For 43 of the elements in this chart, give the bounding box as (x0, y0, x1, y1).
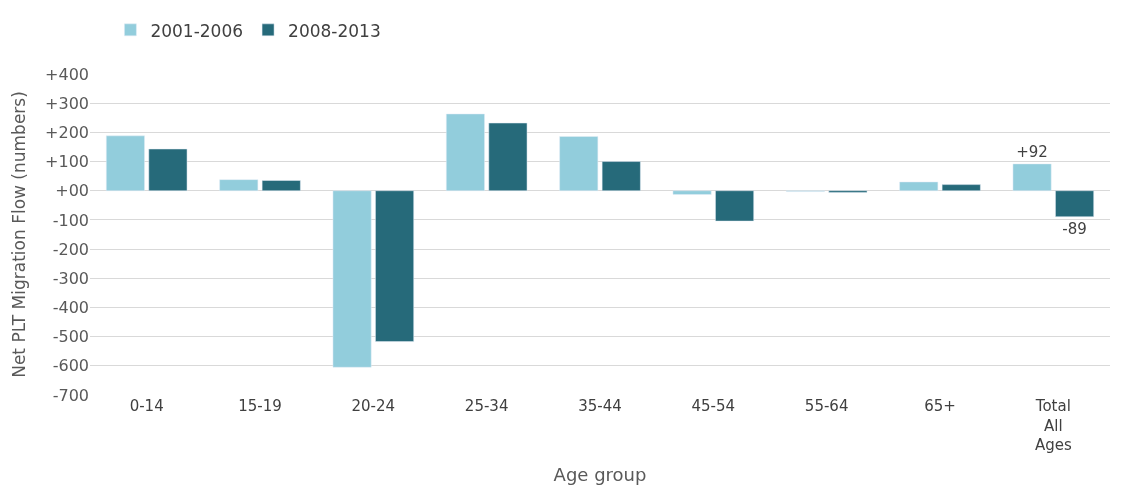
y-tick-label: +00 (55, 181, 89, 201)
bar (672, 190, 712, 195)
x-tick-label: 55-64 (804, 397, 849, 415)
bar (446, 113, 485, 191)
bar (148, 148, 188, 191)
x-tick-label: 35-44 (578, 397, 622, 415)
bar (715, 190, 754, 222)
y-tick-label: -100 (52, 210, 89, 230)
x-axis-title: Age group (553, 464, 647, 486)
x-tick-label: Total All Ages (1034, 397, 1072, 454)
x-tick-label: 20-24 (351, 397, 396, 415)
y-tick-label: -500 (52, 327, 89, 347)
bar (375, 190, 414, 342)
y-tick-label: -400 (52, 298, 89, 318)
y-tick-label: +400 (45, 64, 89, 84)
bar (899, 181, 939, 191)
bar (261, 180, 301, 191)
y-tick-label: -700 (52, 385, 89, 405)
data-label: -89 (1062, 219, 1087, 238)
bar (488, 122, 528, 191)
bar (1055, 190, 1094, 217)
x-tick-label: 65+ (924, 397, 956, 415)
y-tick-label: +200 (45, 122, 89, 142)
data-label: +92 (1016, 142, 1048, 161)
bar (559, 136, 599, 191)
bar (941, 184, 981, 191)
x-tick-label: 25-34 (464, 397, 509, 415)
x-tick-label: 15-19 (238, 397, 282, 415)
y-tick-label: -200 (52, 239, 89, 259)
bar (601, 161, 641, 191)
bar (1012, 163, 1052, 191)
bar (332, 190, 372, 368)
legend-label: 2001-2006 (150, 20, 244, 41)
x-tick-label: 45-54 (691, 397, 736, 415)
bar (106, 135, 145, 191)
y-tick-label: +100 (45, 152, 89, 172)
legend-label: 2008-2013 (288, 20, 381, 41)
y-tick-label: -300 (52, 268, 89, 288)
y-tick-label: +300 (45, 93, 89, 113)
y-axis-title: Net PLT Migration Flow (numbers) (8, 91, 29, 378)
x-tick-label: 0-14 (129, 397, 164, 415)
bar (219, 179, 259, 191)
y-tick-label: -600 (52, 356, 89, 376)
